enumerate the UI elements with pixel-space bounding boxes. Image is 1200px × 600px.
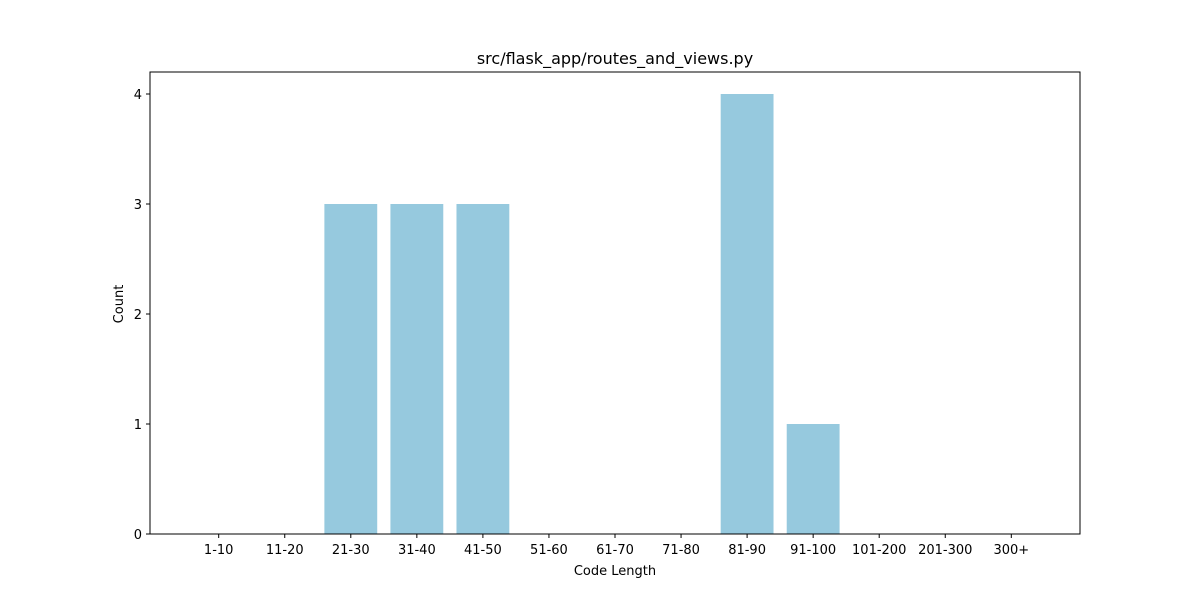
y-tick-label: 3 [134,198,142,213]
x-tick-label: 51-60 [530,543,568,558]
chart-title: src/flask_app/routes_and_views.py [477,49,753,69]
x-axis-label: Code Length [574,564,656,579]
bar-81-90 [720,94,774,534]
x-tick-label: 300+ [993,543,1029,558]
x-tick-label: 71-80 [662,543,700,558]
bar-41-50 [456,204,510,534]
x-tick-label: 91-100 [790,543,836,558]
bar-31-40 [390,204,444,534]
y-tick-label: 2 [134,308,142,323]
y-tick-label: 1 [134,418,142,433]
bar-91-100 [786,424,840,534]
y-tick-label: 0 [134,528,142,543]
x-tick-label: 201-300 [918,543,972,558]
x-axis-ticks: 1-10 11-20 21-30 31-40 41-50 51-60 61-70 71-80 8… [204,534,1029,558]
x-tick-label: 1-10 [204,543,234,558]
y-axis-label: Count [112,285,127,324]
x-tick-label: 41-50 [464,543,502,558]
x-tick-label: 101-200 [852,543,906,558]
x-tick-label: 21-30 [332,543,370,558]
x-tick-label: 31-40 [398,543,436,558]
bar-21-30 [324,204,378,534]
y-axis-ticks: 0 1 2 3 4 [134,88,150,543]
y-tick-label: 4 [134,88,142,103]
x-tick-label: 81-90 [728,543,766,558]
plot-area-frame [149,71,1081,535]
x-tick-label: 11-20 [266,543,304,558]
bars-group [324,94,840,534]
x-tick-label: 61-70 [596,543,634,558]
